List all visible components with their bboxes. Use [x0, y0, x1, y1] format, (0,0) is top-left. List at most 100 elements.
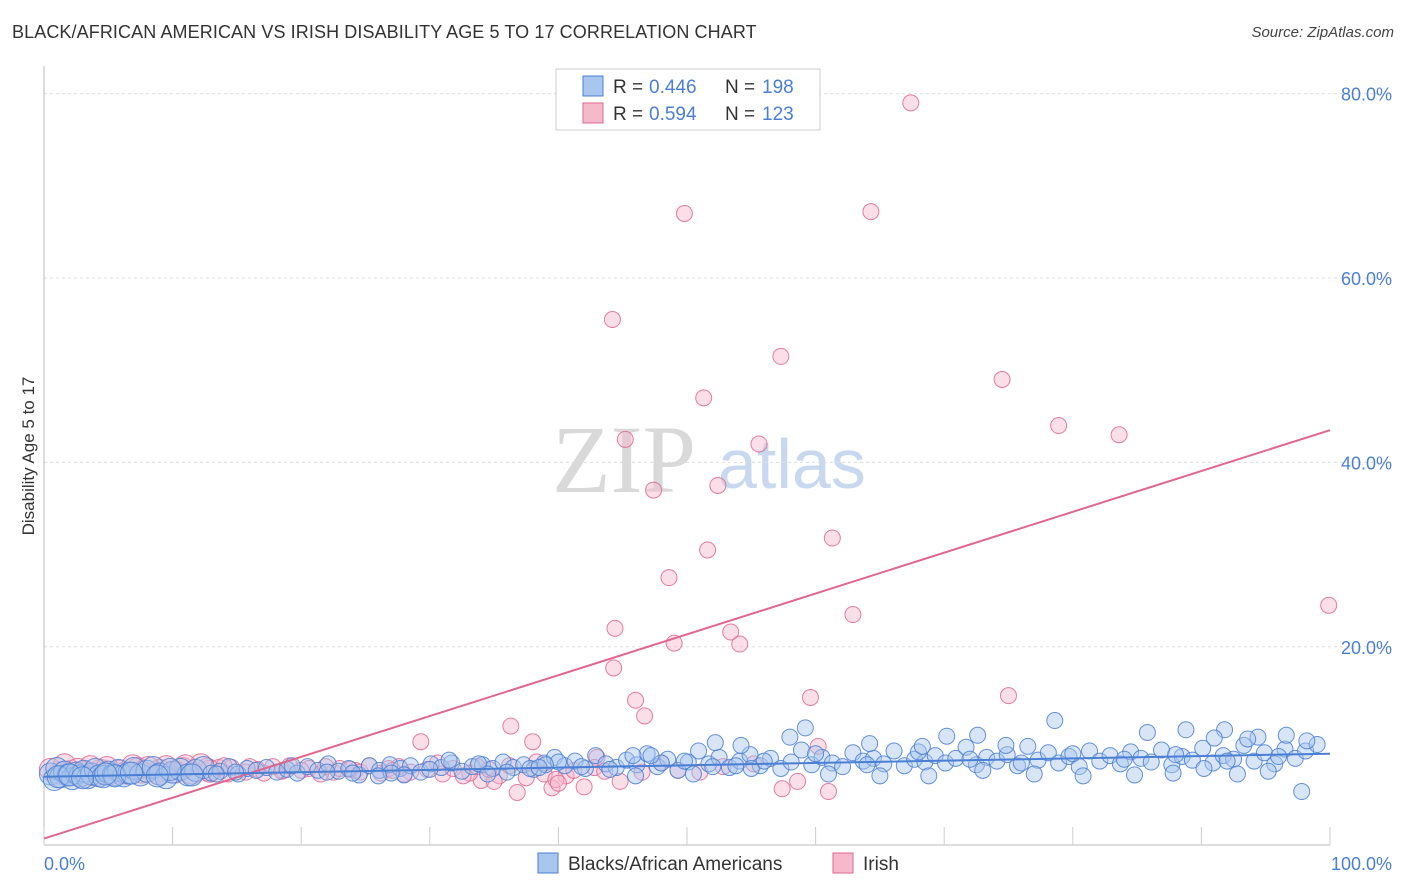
- blacks-point: [1167, 746, 1185, 764]
- blacks-point: [936, 754, 954, 772]
- irish-point: [549, 774, 567, 792]
- blacks-point: [642, 747, 660, 765]
- blacks-point: [704, 758, 722, 776]
- blacks-point: [1293, 783, 1311, 801]
- irish-point: [823, 529, 841, 547]
- blacks-point: [627, 767, 645, 785]
- blacks-point: [781, 728, 799, 746]
- legend-swatch-blacks: [537, 852, 559, 874]
- irish-point: [1000, 687, 1017, 705]
- blacks-point: [1255, 744, 1273, 762]
- blacks-point: [440, 751, 458, 769]
- blacks-point: [684, 765, 702, 783]
- blacks-point: [988, 752, 1006, 770]
- blacks-point: [1138, 724, 1156, 742]
- blacks-point: [913, 737, 931, 755]
- stats-n-value-pink: 123: [762, 104, 794, 125]
- irish-point: [1110, 426, 1128, 444]
- blacks-point: [741, 746, 759, 764]
- stats-r-value-pink: 0.594: [649, 104, 697, 125]
- blacks-point: [885, 742, 903, 760]
- irish-point: [606, 619, 624, 637]
- blacks-point: [732, 736, 750, 754]
- blacks-point: [1126, 766, 1144, 784]
- blacks-point: [94, 762, 118, 786]
- y-tick-label: 60.0%: [1341, 269, 1392, 289]
- x-tick-label: 0.0%: [44, 854, 85, 874]
- irish-point: [1320, 596, 1338, 614]
- stats-r-label-pink: R =: [613, 104, 643, 125]
- stats-legend: R = 0.446 N = 198 R = 0.594 N = 123: [555, 68, 821, 131]
- axes: [43, 66, 1331, 846]
- blacks-point: [861, 735, 879, 753]
- blacks-point: [920, 767, 938, 785]
- blacks-point: [1039, 744, 1057, 762]
- irish-point: [801, 688, 819, 706]
- blacks-points: [38, 712, 1326, 801]
- blacks-point: [549, 753, 567, 771]
- blacks-point: [1195, 759, 1213, 777]
- stats-n-label-pink: N =: [725, 104, 755, 125]
- y-tick-label: 40.0%: [1341, 453, 1392, 473]
- blacks-point: [479, 765, 497, 783]
- watermark: ZIP atlas: [552, 406, 866, 513]
- stats-n-value-blue: 198: [762, 77, 794, 98]
- irish-point: [603, 311, 621, 329]
- blacks-point: [422, 755, 440, 773]
- irish-trend-line: [43, 429, 1331, 840]
- blacks-point: [690, 742, 708, 760]
- irish-point: [508, 783, 526, 801]
- y-axis-label: Disability Age 5 to 17: [19, 377, 38, 536]
- blacks-point: [1259, 762, 1277, 780]
- y-tick-labels: 20.0% 40.0% 60.0% 80.0%: [1341, 85, 1392, 658]
- blacks-point: [1270, 747, 1288, 765]
- stats-n-label-blue: N =: [725, 77, 755, 98]
- blacks-point: [997, 736, 1015, 754]
- blacks-point: [796, 719, 814, 737]
- series-legend: Blacks/African Americans Irish: [537, 852, 899, 875]
- blacks-point: [742, 759, 760, 777]
- blacks-point: [494, 753, 512, 771]
- irish-point: [993, 370, 1011, 388]
- blacks-point: [1239, 730, 1257, 748]
- irish-point: [750, 435, 768, 453]
- blacks-point: [344, 764, 362, 782]
- gridlines: [44, 93, 1392, 648]
- irish-point: [636, 707, 654, 725]
- y-tick-label: 20.0%: [1341, 638, 1392, 658]
- irish-point: [524, 733, 542, 751]
- legend-label-irish: Irish: [863, 854, 899, 875]
- blacks-point: [299, 758, 317, 776]
- irish-point: [695, 389, 713, 407]
- blacks-point: [601, 760, 619, 778]
- irish-point: [699, 541, 717, 559]
- stats-legend-swatch-blue: [582, 75, 604, 97]
- irish-point: [731, 635, 749, 653]
- irish-point: [575, 778, 593, 796]
- irish-point: [709, 476, 727, 494]
- blacks-point: [1308, 736, 1326, 754]
- blacks-point: [1012, 754, 1030, 772]
- blacks-point: [938, 727, 956, 745]
- irish-point: [605, 659, 623, 677]
- watermark-zip: ZIP: [552, 406, 696, 513]
- blacks-point: [1019, 737, 1037, 755]
- blacks-point: [1025, 765, 1043, 783]
- blacks-point: [1115, 750, 1133, 768]
- irish-point: [772, 347, 790, 365]
- blacks-point: [819, 765, 837, 783]
- irish-point: [714, 758, 732, 776]
- blacks-point: [624, 747, 642, 765]
- blacks-point: [498, 763, 516, 781]
- blacks-point: [1228, 765, 1246, 783]
- x-tick-label: 100.0%: [1331, 854, 1392, 874]
- blacks-point: [1218, 752, 1236, 770]
- irish-point: [1050, 417, 1068, 435]
- blacks-point: [1249, 728, 1267, 746]
- blacks-point: [1153, 741, 1171, 759]
- chart-title: BLACK/AFRICAN AMERICAN VS IRISH DISABILI…: [12, 22, 757, 42]
- blacks-point: [782, 753, 800, 771]
- irish-point: [627, 691, 645, 709]
- irish-point: [317, 758, 335, 776]
